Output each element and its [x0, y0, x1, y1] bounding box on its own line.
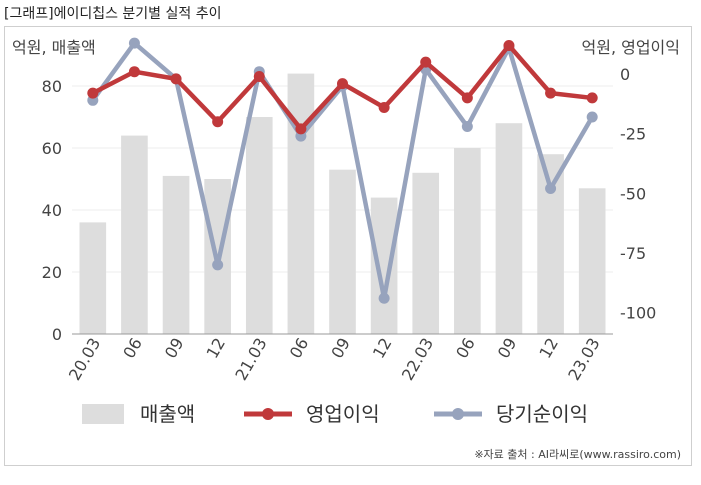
operating-profit-point	[545, 87, 557, 99]
category-label: 12	[535, 335, 562, 362]
legend: 매출액 영업이익 당기순이익	[82, 402, 588, 426]
revenue-bar	[162, 175, 190, 334]
net-income-point	[461, 121, 473, 133]
category-label: 23.03	[564, 335, 603, 384]
category-label: 22.03	[398, 335, 437, 384]
operating-profit-point	[586, 92, 598, 104]
net-income-point	[212, 259, 224, 271]
category-label: 06	[452, 335, 479, 362]
operating-profit-point	[128, 66, 140, 78]
right-tick-label: 0	[620, 65, 630, 84]
revenue-bars	[79, 73, 606, 334]
right-tick-label: -25	[620, 125, 646, 144]
category-label: 12	[202, 335, 229, 362]
revenue-bar	[79, 222, 107, 334]
left-tick-label: 80	[42, 77, 62, 96]
chart-frame	[4, 26, 692, 466]
revenue-bar	[412, 172, 440, 334]
left-tick-label: 40	[42, 201, 62, 220]
category-label: 06	[119, 335, 146, 362]
operating-profit-point	[212, 116, 224, 128]
category-label: 21.03	[231, 335, 270, 384]
net-income-point	[128, 37, 140, 49]
net-income-point	[545, 183, 557, 195]
legend-label-net: 당기순이익	[496, 402, 588, 426]
profit-lines	[87, 37, 598, 304]
revenue-bar	[578, 188, 606, 334]
left-axis-title: 억원, 매출액	[12, 38, 96, 57]
legend-swatch-net-point	[452, 408, 464, 420]
revenue-bar	[370, 197, 398, 334]
revenue-bar	[245, 117, 273, 334]
net-income-point	[586, 111, 598, 123]
operating-profit-point	[378, 101, 390, 113]
right-axis-title: 억원, 영업이익	[582, 38, 681, 57]
left-tick-label: 0	[52, 325, 62, 344]
page-title: [그래프]에이디칩스 분기별 실적 추이	[4, 6, 222, 22]
operating-profit-point	[337, 78, 348, 90]
operating-profit-point	[420, 56, 432, 68]
operating-profit-point	[461, 92, 473, 104]
right-tick-label: -50	[620, 184, 646, 203]
left-tick-label: 60	[42, 139, 62, 158]
category-label: 09	[161, 335, 188, 362]
operating-profit-point	[253, 70, 265, 82]
operating-profit-point	[170, 73, 182, 85]
legend-swatch-operating-point	[262, 408, 274, 420]
revenue-bar	[329, 169, 356, 334]
revenue-bar	[121, 135, 148, 334]
category-label: 12	[369, 335, 396, 362]
category-label: 09	[494, 335, 521, 362]
right-tick-label: -75	[620, 244, 646, 263]
revenue-bar	[454, 148, 481, 334]
source-note: ※자료 출처 : AI라씨로(www.rassiro.com)	[474, 448, 681, 461]
legend-swatch-revenue	[82, 404, 124, 424]
revenue-bar	[495, 123, 523, 334]
operating-profit-point	[503, 39, 515, 51]
right-tick-label: -100	[620, 304, 656, 323]
legend-label-revenue: 매출액	[140, 402, 195, 426]
operating-profit-point	[295, 123, 307, 135]
revenue-bar	[287, 73, 315, 334]
legend-label-operating: 영업이익	[306, 402, 380, 426]
category-label: 06	[286, 335, 313, 362]
net-income-point	[378, 292, 390, 304]
operating-profit-point	[87, 87, 99, 99]
category-label: 20.03	[65, 335, 104, 384]
category-label: 09	[327, 335, 354, 362]
left-tick-label: 20	[42, 263, 62, 282]
